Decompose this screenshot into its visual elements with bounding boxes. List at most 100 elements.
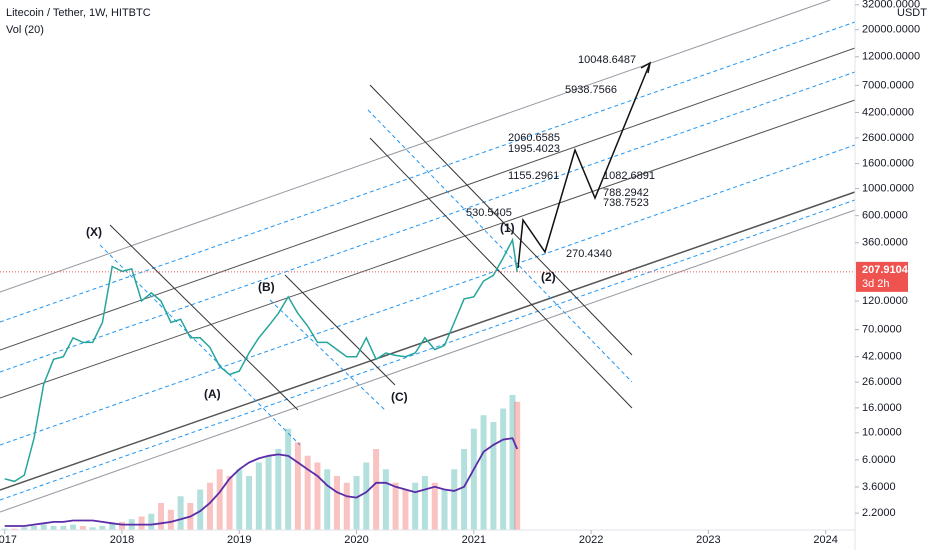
- volume-bar: [60, 525, 67, 530]
- volume-bar: [514, 401, 521, 530]
- countdown: 3d 2h: [862, 278, 890, 290]
- y-tick-label: 360.0000: [862, 237, 908, 249]
- channel-line: [0, 0, 831, 293]
- volume-bar: [421, 476, 428, 530]
- annotation: 2060.6585: [508, 132, 560, 144]
- volume-bar: [50, 525, 57, 530]
- annotation: (B): [258, 280, 275, 294]
- volume-bar: [148, 513, 155, 530]
- volume-bar: [79, 525, 86, 530]
- annotation: (1): [500, 221, 515, 235]
- annotation: (C): [391, 390, 408, 404]
- volume-bar: [216, 469, 223, 530]
- volume-bar: [402, 489, 409, 530]
- y-tick-label: 20000.0000: [862, 24, 920, 36]
- volume-bar: [392, 482, 399, 530]
- x-axis-panel: [0, 530, 855, 550]
- channel-line: [0, 99, 856, 399]
- down-channel: [99, 244, 301, 446]
- volume-bar: [226, 476, 233, 530]
- y-tick-label: 32000.0000: [862, 0, 920, 11]
- x-tick-label: 2019: [227, 534, 251, 546]
- channel-line: [0, 47, 856, 351]
- y-tick-label: 2600.0000: [862, 132, 914, 144]
- y-tick-label: 42.0000: [862, 351, 902, 363]
- x-tick-label: 2017: [0, 534, 17, 546]
- volume-bar: [197, 489, 204, 530]
- volume-bar: [138, 516, 145, 530]
- y-tick-label: 3.6000: [862, 481, 896, 493]
- volume-bar: [11, 528, 18, 530]
- volume-bar: [353, 476, 360, 530]
- volume-bar: [167, 509, 174, 530]
- arrow-head: [640, 61, 652, 74]
- y-tick-label: 4200.0000: [862, 106, 914, 118]
- indicator-label: Vol (20): [6, 24, 44, 36]
- volume-bar: [373, 449, 380, 530]
- volume-bar: [304, 455, 311, 530]
- y-tick-label: 70.0000: [862, 324, 902, 336]
- down-channel: [369, 137, 633, 409]
- chart-title: Litecoin / Tether, 1W, HITBTC: [6, 7, 151, 19]
- y-tick-label: 600.0000: [862, 210, 908, 222]
- channel-line: [0, 144, 856, 446]
- volume-bar: [431, 482, 438, 530]
- volume-bar: [99, 525, 106, 530]
- volume-bar: [89, 527, 96, 530]
- volume-bar: [314, 462, 321, 530]
- volume-bar: [245, 476, 252, 530]
- y-tick-label: 26.0000: [862, 376, 902, 388]
- y-tick-label: 6.0000: [862, 454, 896, 466]
- volume-bar: [285, 428, 292, 530]
- volume-bar: [109, 523, 116, 530]
- volume-bar: [275, 449, 282, 530]
- volume-bar: [158, 503, 165, 530]
- y-tick-label: 16.0000: [862, 402, 902, 414]
- annotation: 5938.7566: [565, 84, 617, 96]
- volume-bar: [509, 395, 516, 530]
- annotation: 10048.6487: [578, 54, 636, 66]
- annotation: (A): [204, 387, 221, 401]
- volume-ma: [4, 437, 519, 527]
- volume-bar: [412, 482, 419, 530]
- volume-bar: [40, 524, 47, 530]
- down-channel: [367, 109, 633, 383]
- volume-bar: [333, 476, 340, 530]
- volume-bar: [31, 525, 38, 530]
- volume-bar: [382, 469, 389, 530]
- volume-bar: [265, 455, 272, 530]
- projection-path: [517, 62, 651, 269]
- price-line: [4, 237, 518, 483]
- x-tick-label: 2022: [579, 534, 603, 546]
- annotation: (2): [541, 270, 556, 284]
- annotation: 1995.4023: [508, 143, 560, 155]
- volume-bar: [294, 442, 301, 530]
- channel-line: [0, 199, 856, 501]
- x-tick-label: 2023: [696, 534, 720, 546]
- price-tag: [856, 261, 908, 292]
- drawings: [0, 0, 856, 513]
- x-tick-label: 2020: [344, 534, 368, 546]
- annotation: 1082.6891: [603, 170, 655, 182]
- channel-line: [0, 209, 856, 513]
- y-tick-label: 7000.0000: [862, 79, 914, 91]
- volume-bar: [324, 469, 331, 530]
- volume-bar: [70, 524, 77, 530]
- x-tick-label: 2024: [813, 534, 837, 546]
- volume-bar: [206, 482, 213, 530]
- volume-bar: [118, 521, 125, 530]
- volume-bar: [451, 469, 458, 530]
- volume-bar: [470, 428, 477, 530]
- annotation: 530.5405: [466, 207, 512, 219]
- y-tick-label: 1000.0000: [862, 182, 914, 194]
- currency: USDT: [897, 7, 927, 19]
- x-tick-label: 2021: [462, 534, 486, 546]
- annotation: 788.2942: [603, 187, 649, 199]
- y-tick-label: 120.0000: [862, 295, 908, 307]
- volume-bar: [480, 415, 487, 530]
- annotation: (X): [86, 225, 102, 239]
- annotation: 270.4340: [566, 248, 612, 260]
- y-tick-label: 2.2000: [862, 507, 896, 519]
- down-channel: [284, 274, 396, 386]
